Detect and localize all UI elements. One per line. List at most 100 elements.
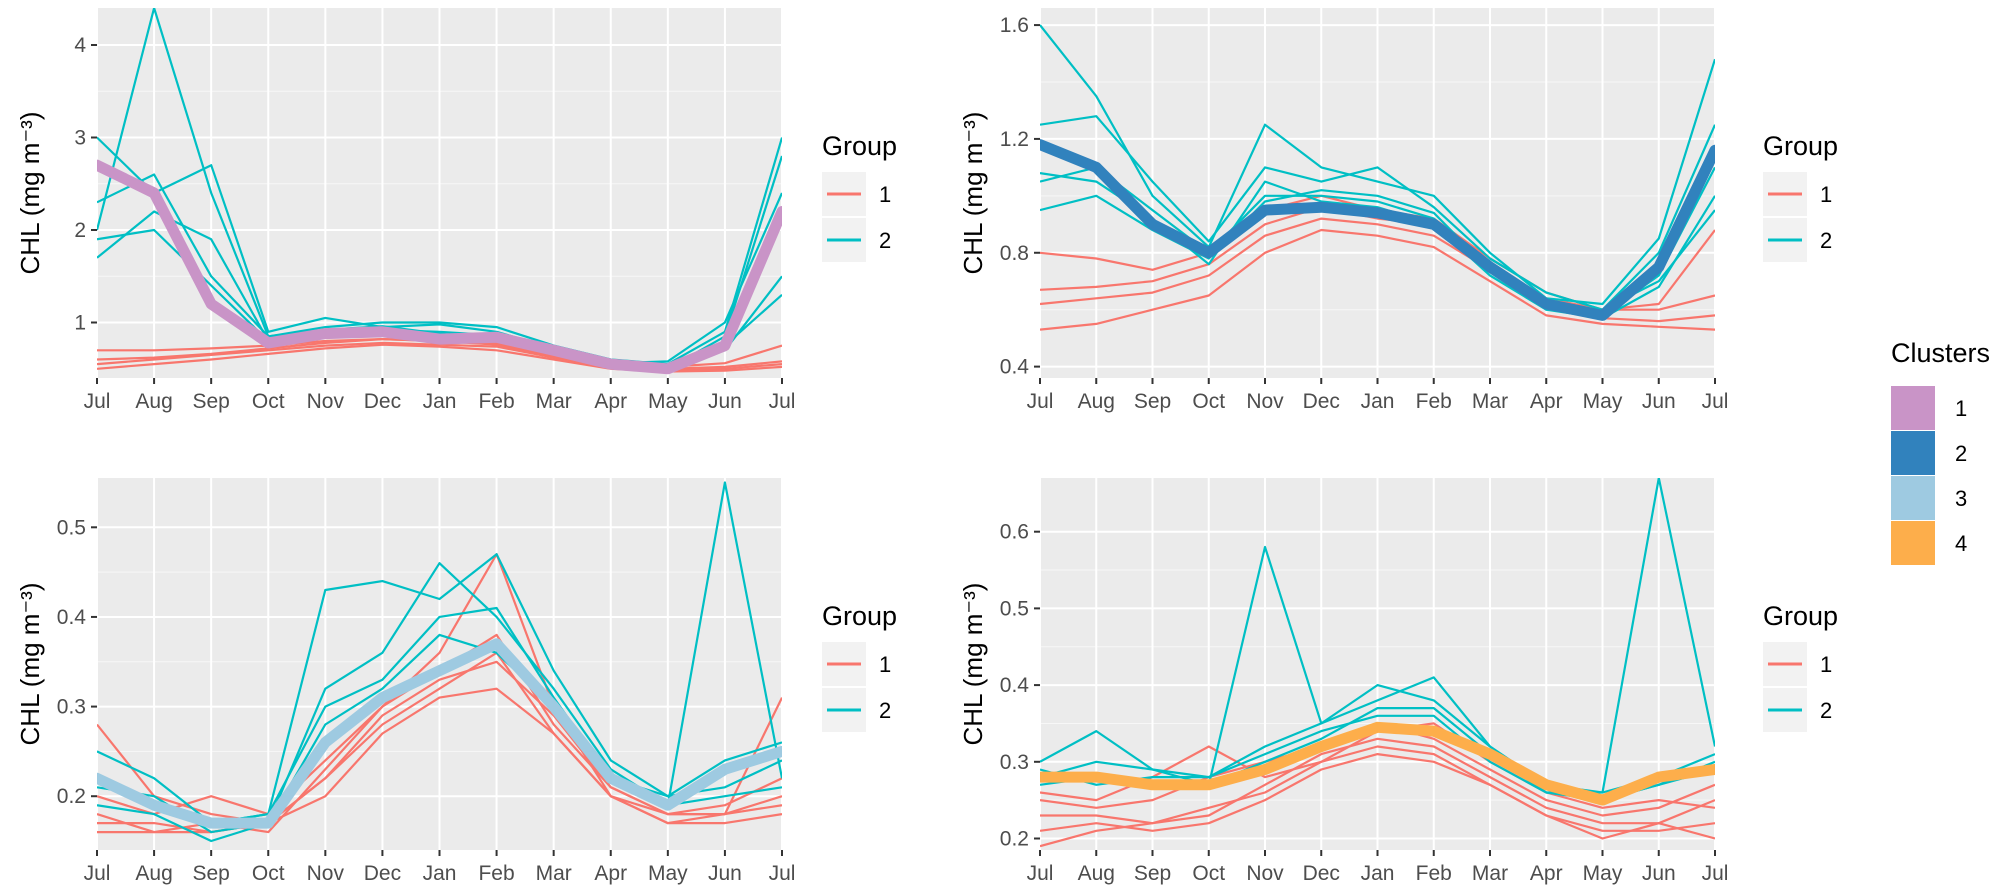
y-axis-title: CHL (mg m⁻³) <box>958 583 988 746</box>
x-tick-label: Jan <box>423 390 457 413</box>
x-tick-label: Oct <box>1192 862 1225 885</box>
y-axis-title: CHL (mg m⁻³) <box>15 583 45 746</box>
group-legend: Group 1 2 <box>822 601 897 732</box>
series-line-group1 <box>1040 228 1715 331</box>
legend-label: 2 <box>1820 228 1832 253</box>
x-tick-label: Apr <box>594 862 627 885</box>
x-tick-label: Dec <box>1303 862 1340 885</box>
series-lines <box>97 481 782 843</box>
legend-label: 1 <box>879 182 891 207</box>
panel-bottom-right: 0.2 0.3 0.4 0.5 0.6 Jul Aug Sep Oct Nov Dec Jan Feb M… <box>958 478 1838 885</box>
x-tick-label: Oct <box>1192 390 1225 413</box>
x-tick-label: May <box>648 862 688 885</box>
series-line-group1 <box>1040 745 1715 848</box>
panel-top-left: 1 2 3 4 Jul Aug Sep Oct Nov Dec Jan Feb Mar Apr May Jun… <box>15 8 897 413</box>
cluster-legend-label: 3 <box>1955 486 1967 511</box>
cluster-swatch-3 <box>1891 476 1935 520</box>
x-tick-label: May <box>1583 390 1623 413</box>
x-tick-label: Jul <box>84 390 111 413</box>
x-tick-label: Jul <box>1027 390 1054 413</box>
x-tick-label: May <box>648 390 688 413</box>
x-tick-label: Jun <box>1642 390 1676 413</box>
y-axis-title: CHL (mg m⁻³) <box>958 112 988 275</box>
legend-label: 1 <box>1820 182 1832 207</box>
x-tick-label: Jul <box>84 862 111 885</box>
series-lines <box>1040 24 1715 331</box>
x-tick-label: Apr <box>1530 390 1563 413</box>
x-tick-label: Oct <box>252 390 285 413</box>
legend-label: 2 <box>879 228 891 253</box>
group-legend: Group 1 2 <box>1763 131 1838 262</box>
x-tick-label: Jan <box>423 862 457 885</box>
x-tick-label: Jul <box>769 390 796 413</box>
legend-title: Group <box>822 601 897 631</box>
x-tick-label: Jan <box>1361 390 1395 413</box>
x-tick-label: Dec <box>364 862 401 885</box>
y-tick-label: 0.4 <box>1000 356 1030 379</box>
cluster-legend-label: 4 <box>1955 531 1967 556</box>
series-line-group2 <box>1040 24 1715 306</box>
x-tick-label: Nov <box>1246 390 1284 413</box>
y-tick-label: 0.3 <box>1000 751 1029 774</box>
x-tick-label: Aug <box>135 390 172 413</box>
x-tick-label: Jun <box>708 390 742 413</box>
y-tick-label: 0.4 <box>1000 674 1030 697</box>
group-legend: Group 1 2 <box>822 131 897 262</box>
series-line-group2 <box>1040 714 1715 794</box>
x-tick-label: Jul <box>1027 862 1054 885</box>
x-tick-label: Aug <box>1078 862 1115 885</box>
x-tick-label: Dec <box>1303 390 1340 413</box>
cluster-swatch-4 <box>1891 521 1935 565</box>
x-tick-label: Sep <box>192 390 229 413</box>
y-tick-label: 1.2 <box>1000 128 1029 151</box>
x-tick-label: Jul <box>769 862 796 885</box>
y-tick-label: 0.3 <box>57 696 86 719</box>
y-tick-label: 0.5 <box>57 516 86 539</box>
x-tick-label: Nov <box>307 390 345 413</box>
x-tick-label: Nov <box>1246 862 1284 885</box>
y-tick-label: 0.4 <box>57 606 87 629</box>
legend-label: 1 <box>879 652 891 677</box>
cluster-mean-line <box>1040 721 1715 806</box>
clusters-legend: Clusters 1 2 3 4 <box>1891 338 1990 565</box>
clusters-legend-title: Clusters <box>1891 338 1990 368</box>
x-tick-label: Oct <box>252 862 285 885</box>
x-tick-label: Apr <box>1530 862 1563 885</box>
cluster-mean-line <box>97 638 782 829</box>
legend-title: Group <box>1763 601 1838 631</box>
y-tick-label: 3 <box>74 127 86 150</box>
x-tick-label: Feb <box>478 862 514 885</box>
legend-label: 1 <box>1820 652 1832 677</box>
cluster-swatch-2 <box>1891 431 1935 475</box>
y-axis-title: CHL (mg m⁻³) <box>15 112 45 275</box>
x-tick-label: Jul <box>1702 390 1729 413</box>
legend-label: 2 <box>1820 698 1832 723</box>
x-tick-label: Jul <box>1702 862 1729 885</box>
y-tick-label: 2 <box>74 219 86 242</box>
x-tick-label: Jun <box>1642 862 1676 885</box>
y-tick-label: 1.6 <box>1000 14 1029 37</box>
y-tick-label: 0.8 <box>1000 242 1029 265</box>
legend-label: 2 <box>879 698 891 723</box>
cluster-legend-label: 1 <box>1955 396 1967 421</box>
cluster-swatch-1 <box>1891 386 1935 430</box>
x-tick-label: Jan <box>1361 862 1395 885</box>
y-tick-label: 0.2 <box>57 785 86 808</box>
x-tick-label: Feb <box>478 390 514 413</box>
y-tick-label: 0.5 <box>1000 597 1029 620</box>
x-tick-label: Sep <box>1134 862 1171 885</box>
x-tick-label: May <box>1583 862 1623 885</box>
x-tick-label: Sep <box>1134 390 1171 413</box>
cluster-mean-line <box>97 159 782 375</box>
panel-bottom-left: 0.2 0.3 0.4 0.5 Jul Aug Sep Oct Nov Dec Jan Feb Mar A… <box>15 478 897 885</box>
x-tick-label: Mar <box>1472 390 1508 413</box>
x-tick-label: Dec <box>364 390 401 413</box>
series-lines <box>97 8 782 375</box>
cluster-legend-label: 2 <box>1955 441 1967 466</box>
x-tick-label: Jun <box>708 862 742 885</box>
panel-top-right: 0.4 0.8 1.2 1.6 Jul Aug Sep Oct Nov Dec Jan Feb Mar A… <box>958 8 1838 413</box>
x-tick-label: Apr <box>594 390 627 413</box>
x-tick-label: Aug <box>135 862 172 885</box>
